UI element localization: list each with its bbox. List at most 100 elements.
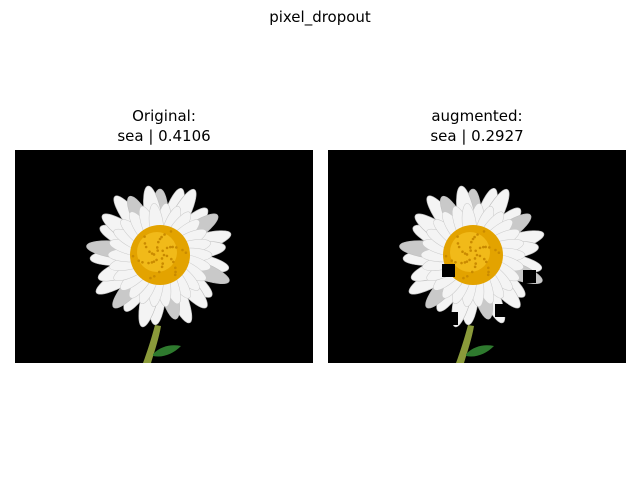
floret-dot [161,249,164,253]
floret-dot [155,258,158,262]
floret-dot [463,261,467,264]
floret-dot [487,270,490,274]
floret-dot [160,235,163,239]
floret-dot [497,251,501,255]
floret-dot [156,249,159,252]
floret-dot [487,266,490,270]
floret-dot [482,230,486,233]
floret-dot [131,254,135,258]
floret-dot [175,246,178,249]
floret-dot [161,262,165,265]
augmented-title-label: augmented: [431,107,523,125]
floret-dot [158,237,162,241]
floret-dot [153,274,156,278]
augmented-image [328,150,626,363]
floret-dot [478,246,482,250]
original-image [15,150,313,363]
daisy-flower [399,185,545,363]
floret-dot [465,260,469,263]
floret-dot [184,251,188,255]
floret-dot [461,250,464,253]
floret-dot [478,254,482,258]
floret-dot [486,273,490,277]
floret-dot [484,245,487,249]
floret-dot [460,261,463,265]
floret-dot [174,266,177,270]
floret-dot [482,245,485,249]
floret-dot [444,254,448,258]
floret-dot [468,246,472,249]
floret-dot [152,253,156,256]
floret-dot [144,245,148,249]
floret-dot [456,242,460,245]
floret-dot [171,245,174,249]
floret-dot [160,257,164,260]
floret-dot [162,253,166,257]
stem [456,325,474,363]
floret-dot [473,265,477,269]
augmented-panel-title: augmented: sea | 0.2927 [328,106,626,146]
original-title-score: sea | 0.4106 [117,127,211,145]
floret-dot [157,270,161,274]
figure-title: pixel_dropout [269,8,371,26]
floret-dot [468,258,471,262]
floret-dot [454,260,457,264]
floret-dot [169,230,173,233]
dropout-patch [523,270,536,283]
floret-dot [462,276,465,280]
floret-dot [150,261,154,264]
stem [143,325,161,363]
floret-dot [148,250,151,253]
floret-dot [473,235,476,239]
floret-dot [169,245,172,249]
flower-center-highlight [450,232,490,272]
dropout-patch [495,304,508,317]
floret-dot [173,273,177,277]
dropout-patch [445,312,458,325]
floret-dot [456,235,459,238]
floret-dot [165,246,169,250]
floret-dot [470,240,473,244]
floret-dot [147,261,150,265]
floret-dot [169,257,173,261]
flower-center-highlight [137,232,177,272]
floret-dot [465,253,469,256]
original-panel-title: Original: sea | 0.4106 [15,106,313,146]
floret-dot [152,260,156,263]
floret-dot [474,262,478,265]
floret-dot [157,240,160,244]
floret-dot [482,257,486,261]
floret-dot [163,233,166,236]
floret-dot [450,259,454,262]
floret-dot [488,246,491,249]
augmented-title-score: sea | 0.2927 [430,127,524,145]
leaf [466,345,494,357]
floret-dot [473,257,477,260]
floret-dot [471,237,475,241]
floret-dot [476,233,479,236]
floret-dot [470,270,474,274]
floret-dot [181,248,184,252]
floret-dot [174,270,177,274]
original-title-label: Original: [132,107,196,125]
floret-dot [137,259,141,262]
leaf [153,345,181,357]
daisy-flower [86,185,232,363]
floret-dot [143,235,146,238]
daisy-flower-image-augmented [399,185,545,363]
floret-dot [160,265,164,269]
floret-dot [143,242,147,245]
floret-dot [466,274,469,278]
floret-dot [494,248,497,252]
floret-dot [155,246,159,249]
floret-dot [485,260,488,264]
floret-dot [475,253,479,257]
floret-dot [141,260,144,264]
floret-dot [165,254,169,258]
dropout-patches [442,264,536,325]
floret-dot [469,249,472,252]
daisy-flower-image [86,185,232,363]
dropout-patch [442,264,455,277]
floret-dot [474,249,477,253]
floret-dot [172,260,175,264]
